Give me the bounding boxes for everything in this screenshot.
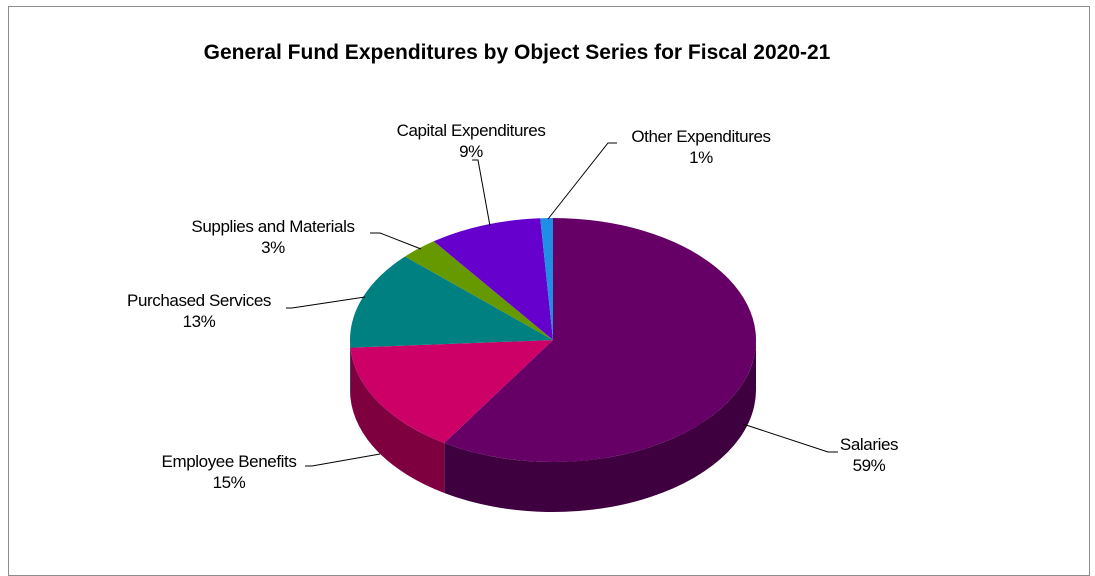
slice-name-employee-benefits: Employee Benefits bbox=[162, 452, 297, 471]
leader-line-other-expenditures bbox=[548, 143, 617, 219]
leader-line-capital-expenditures bbox=[472, 160, 490, 226]
slice-percent-purchased-services: 13% bbox=[183, 312, 216, 331]
slice-percent-salaries: 59% bbox=[853, 456, 886, 475]
leader-line-supplies-and-materials bbox=[370, 233, 421, 249]
pie-tops bbox=[350, 218, 756, 462]
leader-line-purchased-services bbox=[286, 297, 365, 308]
slice-percent-supplies-and-materials: 3% bbox=[261, 238, 285, 257]
leader-line-salaries bbox=[743, 424, 838, 452]
slice-name-salaries: Salaries bbox=[840, 435, 898, 454]
leader-line-employee-benefits bbox=[305, 454, 380, 466]
slice-name-other-expenditures: Other Expenditures bbox=[631, 127, 770, 146]
chart-title: General Fund Expenditures by Object Seri… bbox=[204, 41, 831, 64]
slice-name-supplies-and-materials: Supplies and Materials bbox=[191, 217, 354, 236]
slice-name-purchased-services: Purchased Services bbox=[127, 291, 271, 310]
slice-name-capital-expenditures: Capital Expenditures bbox=[397, 121, 546, 140]
slice-percent-capital-expenditures: 9% bbox=[459, 142, 483, 161]
slice-percent-employee-benefits: 15% bbox=[213, 473, 246, 492]
slice-percent-other-expenditures: 1% bbox=[689, 148, 713, 167]
